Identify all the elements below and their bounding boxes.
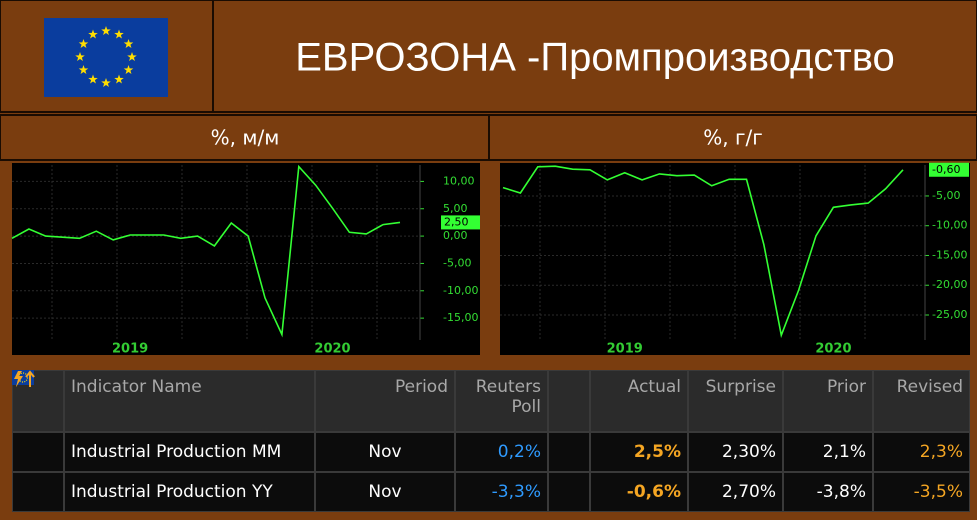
table-cell: -3,8% — [783, 472, 873, 512]
flag-star — [101, 26, 111, 36]
header-cell: Actual — [590, 370, 688, 432]
flag-star — [123, 39, 134, 49]
table-cell: 2,30% — [688, 432, 783, 472]
flag-star — [114, 29, 124, 39]
y-tick-label: 10,00 — [443, 174, 475, 187]
y-tick-label: -15,00 — [443, 311, 478, 324]
table-cell: -3,3% — [455, 472, 548, 512]
y-tick-label: 0,00 — [443, 229, 468, 242]
page-title: ЕВРОЗОНА -Промпроизводство — [295, 36, 895, 80]
flag-star — [78, 65, 89, 75]
flag-star — [114, 74, 124, 84]
table-cell — [14, 370, 590, 512]
header-cell: Surprise — [688, 370, 783, 432]
header-cell: Period — [315, 370, 455, 432]
y-tick-label: 5,00 — [443, 202, 468, 215]
chart-title: %, м/м — [211, 126, 280, 150]
header-cell: Reuters Poll — [455, 370, 548, 432]
y-tick-label: -5,00 — [443, 256, 471, 269]
value-label-bg — [929, 162, 969, 177]
flag-star — [101, 78, 111, 88]
table-cell: 2,5% — [590, 432, 688, 472]
header-cell: Revised — [873, 370, 970, 432]
data-line — [11, 164, 401, 338]
flag-star — [123, 65, 134, 75]
y-tick-label: -20,00 — [932, 278, 967, 291]
x-tick-label: 2020 — [815, 342, 851, 357]
y-tick-label: -10,00 — [932, 219, 967, 232]
data-line — [502, 165, 904, 339]
table-cell: Nov — [315, 472, 455, 512]
table-cell: -3,5% — [873, 472, 970, 512]
table-cell: 2,70% — [688, 472, 783, 512]
chart-title: %, г/г — [703, 126, 762, 150]
chart-bg — [12, 163, 480, 355]
header-cell: Prior — [783, 370, 873, 432]
x-tick-label: 2019 — [112, 342, 148, 357]
table-cell — [12, 370, 64, 472]
flag-star — [127, 52, 137, 62]
table-cell: -0,6% — [590, 472, 688, 512]
value-label: -0,60 — [932, 163, 960, 176]
y-tick-label: -10,00 — [443, 284, 478, 297]
table-cell: Industrial Production YY — [64, 472, 315, 512]
x-tick-label: 2019 — [607, 342, 643, 357]
flag-star — [75, 52, 85, 62]
flag-star — [88, 74, 98, 84]
header-cell: Indicator Name — [64, 370, 315, 432]
table-cell — [14, 370, 590, 472]
flag-star — [78, 39, 89, 49]
table-cell — [12, 370, 64, 512]
table-cell: Industrial Production MM — [64, 432, 315, 472]
alert-icon — [14, 370, 35, 387]
table-cell: 0,2% — [455, 432, 548, 472]
y-tick-label: -15,00 — [932, 248, 967, 261]
y-tick-label: -5,00 — [932, 189, 960, 202]
y-tick-label: -25,00 — [932, 308, 967, 321]
indicator-table: Indicator Name Period Reuters Poll Actua… — [12, 370, 970, 512]
flag-star — [88, 29, 98, 39]
table-cell: Nov — [315, 432, 455, 472]
header-cell — [548, 370, 590, 432]
value-label-bg — [441, 215, 480, 230]
value-label: 2,50 — [444, 215, 469, 228]
table-cell: 2,3% — [873, 432, 970, 472]
table-cell: 2,1% — [783, 432, 873, 472]
x-tick-label: 2020 — [314, 342, 350, 357]
